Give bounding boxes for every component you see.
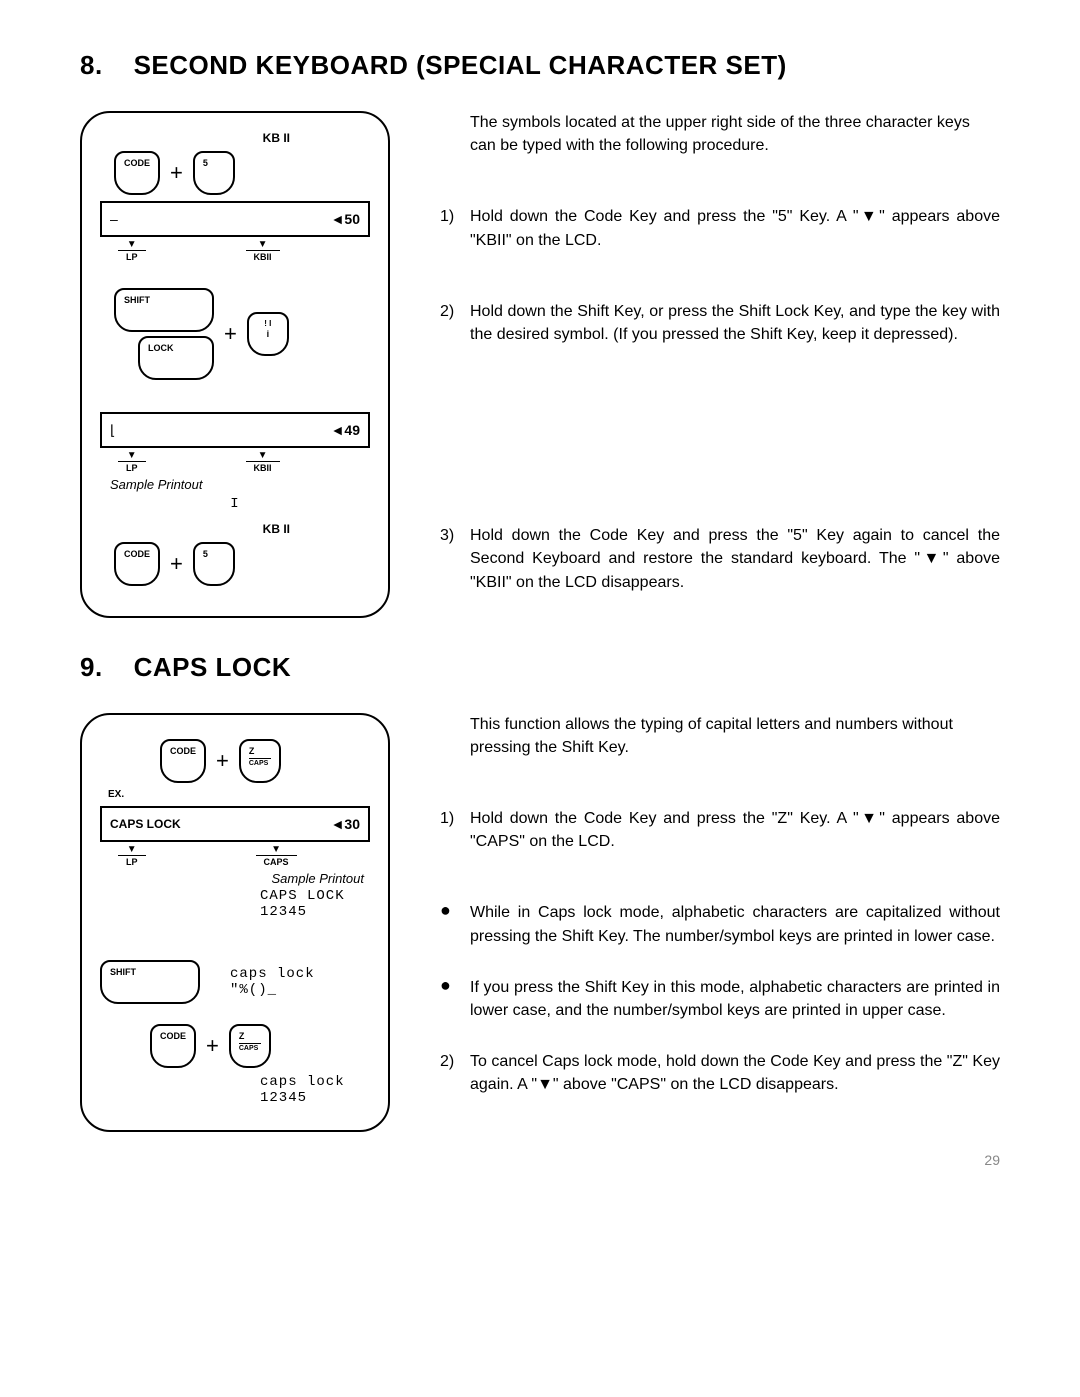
sample1b: 12345 bbox=[260, 904, 370, 920]
z-key-2: Z CAPS bbox=[229, 1024, 271, 1068]
five-key: 5 bbox=[193, 151, 235, 195]
keyrow-code-5-cancel: CODE + 5 bbox=[114, 542, 370, 586]
lcd-caps-arrows: ▼LP ▼CAPS bbox=[118, 844, 370, 867]
kb2-label: KB II bbox=[104, 131, 370, 145]
heading-number-9: 9. bbox=[80, 652, 103, 682]
section-9-text: This function allows the typing of capit… bbox=[440, 713, 1000, 1125]
section-9-heading: 9. CAPS LOCK bbox=[80, 652, 1000, 683]
lcd1-right: ◄50 bbox=[331, 211, 360, 227]
keyrow-code-z: CODE + Z CAPS bbox=[160, 739, 370, 783]
lcd-caps: CAPS LOCK ◄30 bbox=[100, 806, 370, 842]
section-9-row: CODE + Z CAPS EX. CAPS LOCK ◄30 ▼LP ▼CAP… bbox=[80, 713, 1000, 1132]
five-key-2: 5 bbox=[193, 542, 235, 586]
sample2b: "%()_ bbox=[230, 982, 315, 998]
lcd-caps-right: ◄30 bbox=[331, 816, 360, 832]
sample1a: CAPS LOCK bbox=[260, 888, 370, 904]
plus-icon-3: + bbox=[170, 551, 183, 577]
plus-icon: + bbox=[170, 160, 183, 186]
code-key-9b: CODE bbox=[150, 1024, 196, 1068]
intro-9: This function allows the typing of capit… bbox=[470, 713, 1000, 759]
lock-key: LOCK bbox=[138, 336, 214, 380]
heading-text-9: CAPS LOCK bbox=[134, 652, 292, 682]
plus-icon-2: + bbox=[224, 321, 237, 347]
section-8-text: The symbols located at the upper right s… bbox=[440, 111, 1000, 622]
i-key: ! I i bbox=[247, 312, 289, 356]
keyrow-shift-i: SHIFT LOCK + ! I i bbox=[114, 288, 370, 380]
bullet-9-1: ● While in Caps lock mode, alphabetic ch… bbox=[440, 901, 1000, 947]
intro-8: The symbols located at the upper right s… bbox=[470, 111, 1000, 157]
step-8-3: 3) Hold down the Code Key and press the … bbox=[440, 524, 1000, 594]
section-8-row: KB II CODE + 5 – ◄50 ▼LP ▼KBII SHIFT LOC… bbox=[80, 111, 1000, 622]
code-key-9: CODE bbox=[160, 739, 206, 783]
z-key: Z CAPS bbox=[239, 739, 281, 783]
arrow-kbii: KBII bbox=[246, 250, 280, 262]
code-key: CODE bbox=[114, 151, 160, 195]
shift-key-9: SHIFT bbox=[100, 960, 200, 1004]
section-8-heading: 8. SECOND KEYBOARD (SPECIAL CHARACTER SE… bbox=[80, 50, 1000, 81]
bullet-icon: ● bbox=[440, 901, 470, 947]
lcd-caps-left: CAPS LOCK bbox=[110, 817, 181, 831]
heading-text: SECOND KEYBOARD (SPECIAL CHARACTER SET) bbox=[134, 50, 787, 80]
step-9-2: 2) To cancel Caps lock mode, hold down t… bbox=[440, 1050, 1000, 1096]
lcd2-arrows: ▼LP ▼KBII bbox=[118, 450, 370, 473]
step-8-2: 2) Hold down the Shift Key, or press the… bbox=[440, 300, 1000, 346]
sample-char: I bbox=[100, 496, 370, 512]
page-number: 29 bbox=[80, 1152, 1000, 1168]
lcd1-arrows: ▼LP ▼KBII bbox=[118, 239, 370, 262]
section-9-diagram: CODE + Z CAPS EX. CAPS LOCK ◄30 ▼LP ▼CAP… bbox=[80, 713, 390, 1132]
sample3a: caps lock bbox=[260, 1074, 370, 1090]
plus-icon-5: + bbox=[206, 1033, 219, 1059]
step-9-1: 1) Hold down the Code Key and press the … bbox=[440, 807, 1000, 853]
sample3b: 12345 bbox=[260, 1090, 370, 1106]
lcd2-left: ⌊ bbox=[110, 422, 115, 439]
bullet-9-2: ● If you press the Shift Key in this mod… bbox=[440, 976, 1000, 1022]
lcd2-right: ◄49 bbox=[331, 422, 360, 438]
shift-key: SHIFT bbox=[114, 288, 214, 332]
heading-number: 8. bbox=[80, 50, 103, 80]
section-8-diagram: KB II CODE + 5 – ◄50 ▼LP ▼KBII SHIFT LOC… bbox=[80, 111, 390, 618]
sample-printout-label: Sample Printout bbox=[110, 477, 370, 492]
plus-icon-4: + bbox=[216, 748, 229, 774]
bullet-icon: ● bbox=[440, 976, 470, 1022]
sample2a: caps lock bbox=[230, 966, 315, 982]
code-key-2: CODE bbox=[114, 542, 160, 586]
sample-printout-label-9: Sample Printout bbox=[110, 871, 364, 886]
ex-label: EX. bbox=[108, 789, 370, 800]
lcd-1: – ◄50 bbox=[100, 201, 370, 237]
lcd1-left: – bbox=[110, 211, 118, 227]
arrow-lp: LP bbox=[118, 250, 146, 262]
step-8-1: 1) Hold down the Code Key and press the … bbox=[440, 205, 1000, 251]
keyrow-code-5: CODE + 5 bbox=[114, 151, 370, 195]
lcd-2: ⌊ ◄49 bbox=[100, 412, 370, 448]
